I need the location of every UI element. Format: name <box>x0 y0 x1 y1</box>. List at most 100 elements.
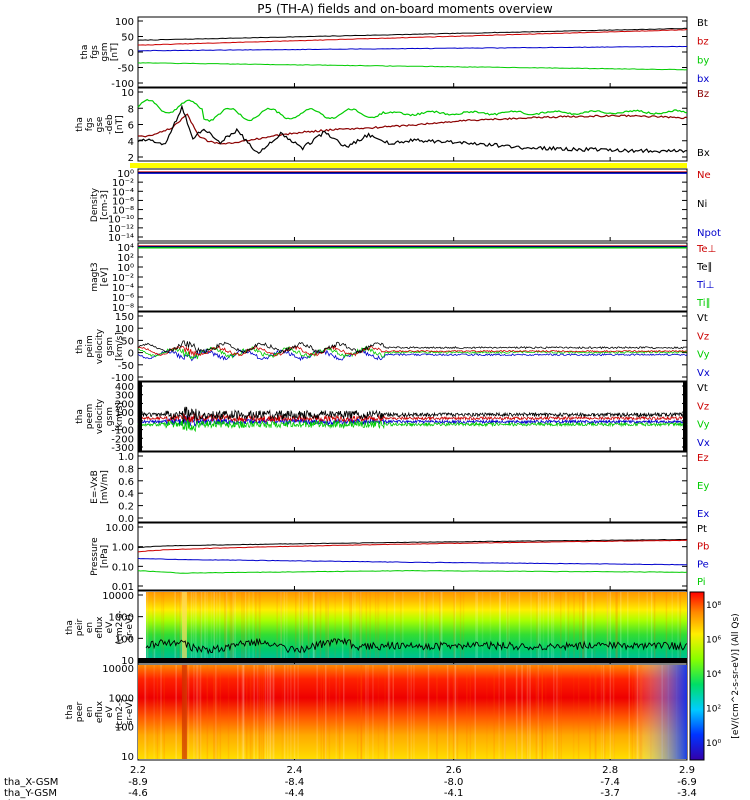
y-tick-label: 10⁻² <box>112 273 134 284</box>
spectrogram-stripe <box>552 592 555 663</box>
y-axis-label: gsm <box>105 407 115 426</box>
panel-fgs-gse: 10 8 6 4 2 tha fgs gse -deb [nT] Bz Bx <box>75 87 710 168</box>
panel-pressure: 10.00 1.00 0.10 0.01 Pressure [nPa] Pt Pb Pe Pi <box>90 522 709 593</box>
spectrogram-stripe <box>365 592 368 663</box>
y-axis-label: eflux <box>95 616 105 639</box>
spectrogram-stripe <box>153 592 156 663</box>
time-axis-value: -4.1 <box>444 788 464 799</box>
time-axis-row-label: tha_X-GSM <box>4 777 58 788</box>
spectrogram-stripe <box>653 592 656 663</box>
spectrogram-stripe <box>234 592 236 663</box>
spectrogram-stripe <box>616 592 618 663</box>
time-axis-value: -4.4 <box>285 788 305 799</box>
spectrogram-stripe <box>584 592 586 663</box>
spectrogram-stripe <box>190 592 193 663</box>
spectrogram-stripe <box>518 592 521 663</box>
spectrogram-disturbance <box>181 592 187 663</box>
legend-entry: Ey <box>697 481 709 492</box>
status-bar <box>130 163 687 168</box>
spectrogram-stripe <box>354 592 356 663</box>
spectrogram-stripe <box>360 592 362 663</box>
y-axis-label: [nT] <box>110 43 120 61</box>
spectrogram-stripe <box>199 592 202 663</box>
x-tick-label: 2.6 <box>446 765 462 776</box>
spectrogram-stripe <box>162 592 165 663</box>
legend-entry: Te⊥ <box>696 244 716 255</box>
y-axis-label: [nT] <box>115 115 125 133</box>
spectrogram-stripe <box>679 592 682 663</box>
legend-entry: Bx <box>697 148 710 159</box>
series-line-3 <box>138 45 687 52</box>
y-axis-label: eV <box>105 621 115 634</box>
y-axis-label: [eV] <box>100 268 110 287</box>
spectrogram-stripe <box>609 592 612 663</box>
spectrogram-stripe <box>160 592 163 663</box>
spectrogram-stripe <box>153 592 156 663</box>
spectrogram-stripe <box>252 592 254 663</box>
spectrogram-stripe <box>301 592 304 663</box>
panel-peer-spectrogram: 10000 1000 100 10 tha peer en eflux eV (cm2-s-sr-… <box>65 663 688 763</box>
data-gap-left <box>138 382 142 451</box>
y-tick-label: 0 <box>128 349 134 360</box>
legend-entry: Ti⊥ <box>696 280 714 291</box>
y-tick-label: 0 <box>128 48 134 59</box>
legend-entry: Pb <box>697 542 709 553</box>
legend-entry: Pt <box>697 524 707 535</box>
spectrogram-stripe <box>258 592 260 663</box>
spectrogram-stripe <box>432 592 434 663</box>
y-axis-label: tha <box>80 45 90 60</box>
y-axis-label: sr-eV) <box>125 614 135 640</box>
spectrogram-stripe <box>560 592 562 663</box>
legend-entry: Pe <box>697 559 709 570</box>
spectrogram-stripe <box>229 592 231 663</box>
y-tick-label: -300 <box>111 443 134 454</box>
y-tick-label: 100 <box>115 408 134 419</box>
legend-entry: Ne <box>697 170 711 181</box>
colorbar-label: [eV/(cm^2-s-sr-eV)] (All Qs) <box>731 613 741 738</box>
legend-entry: Ni <box>697 199 707 210</box>
spectrogram-stripe <box>440 592 442 663</box>
x-tick-label: 2.9 <box>679 765 695 776</box>
spectrogram-stripe <box>206 592 208 663</box>
y-axis-label: (cm2-s- <box>115 610 125 644</box>
y-axis-label: sr-eV) <box>125 699 135 725</box>
spectrogram-stripe <box>593 592 596 663</box>
series-line-1 <box>137 104 688 154</box>
data-gap-right <box>683 382 687 451</box>
spectrogram-stripe <box>312 592 315 663</box>
y-axis-label: gsm <box>105 337 115 356</box>
series-line-0 <box>137 340 688 354</box>
spectrogram-stripe <box>393 592 396 663</box>
series-line-2 <box>137 557 688 566</box>
spectrogram-stripe <box>453 592 455 663</box>
x-tick-label: 2.8 <box>602 765 618 776</box>
spectrogram-stripe <box>475 592 477 663</box>
y-axis-label: gsm <box>100 42 110 61</box>
spectrogram-stripe <box>582 592 584 663</box>
spectrogram-stripe <box>498 592 501 663</box>
time-axis-row-label: tha_Y-GSM <box>4 788 57 799</box>
legend-entry: Bz <box>697 89 709 100</box>
spectrogram-stripe <box>506 592 508 663</box>
spectrogram-stripe <box>583 592 585 663</box>
spectrogram-stripe <box>313 592 315 663</box>
spectrogram-stripe <box>245 592 247 663</box>
spectrogram-stripe <box>224 592 226 663</box>
spectrogram-stripe <box>620 592 622 663</box>
spectrogram-stripe <box>536 592 538 663</box>
legend-entry: bx <box>697 74 709 85</box>
y-tick-label: -50 <box>118 64 134 75</box>
y-axis-label: eflux <box>95 700 105 723</box>
spectrogram-edge <box>138 665 687 759</box>
y-axis-label: (cm2-s- <box>115 695 125 729</box>
spectrogram-stripe <box>341 592 344 663</box>
spectrogram-stripe <box>565 592 567 663</box>
spectrogram-stripe <box>146 592 148 663</box>
y-tick-label: 10⁻¹⁴ <box>108 233 134 244</box>
spectrogram-stripe <box>276 592 278 663</box>
y-tick-label: 0.0 <box>118 514 134 525</box>
spectrogram-stripe <box>180 592 182 663</box>
